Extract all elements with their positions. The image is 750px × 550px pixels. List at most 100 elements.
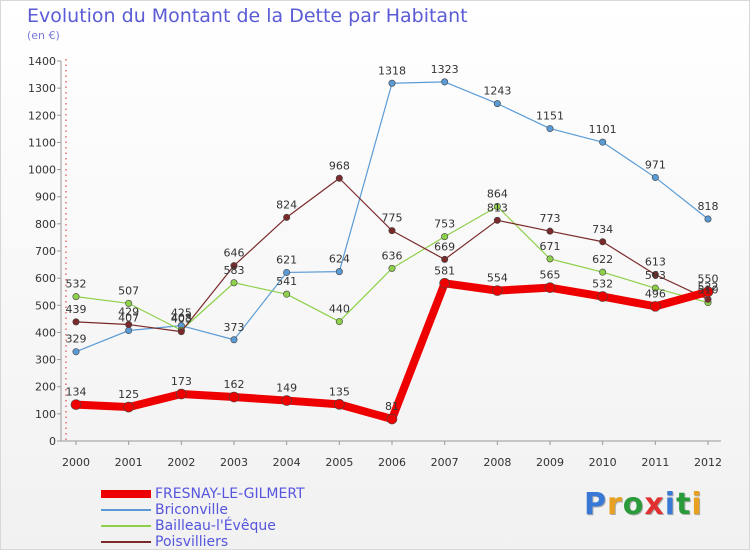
legend-item-poisvilliers: Poisvilliers	[101, 534, 361, 550]
data-point-0	[70, 399, 82, 410]
data-label-2: 583	[224, 264, 245, 277]
y-tick-label: 100	[35, 408, 56, 421]
data-point-0	[123, 401, 134, 413]
legend-swatch-briconville	[101, 509, 151, 511]
data-label-0: 81	[385, 400, 399, 413]
data-label-0: 162	[224, 378, 245, 391]
x-tick-label: 2007	[431, 456, 459, 469]
data-point-3	[546, 227, 554, 235]
data-label-3: 646	[224, 247, 245, 260]
x-tick-label: 2011	[641, 456, 669, 469]
data-point-2	[72, 293, 80, 301]
x-tick-label: 2001	[115, 456, 143, 469]
data-label-0: 550	[698, 273, 719, 286]
data-label-0: 554	[487, 272, 508, 285]
x-tick-label: 2003	[220, 456, 248, 469]
data-point-0	[702, 286, 714, 298]
data-label-0: 173	[171, 375, 192, 388]
data-point-1	[546, 125, 554, 133]
y-tick-label: 300	[35, 354, 56, 367]
data-point-2	[283, 290, 291, 298]
logo-letter: o	[622, 487, 645, 522]
data-point-1	[441, 78, 449, 86]
data-point-2	[125, 299, 133, 307]
data-label-2: 510	[698, 284, 719, 297]
data-label-1: 1243	[483, 85, 511, 98]
data-point-3	[230, 262, 238, 270]
legend-item-briconville: Briconville	[101, 502, 361, 518]
data-point-2	[599, 268, 607, 276]
legend-item-fresnay: FRESNAY-LE-GILMERT	[101, 486, 361, 502]
data-label-1: 1101	[589, 123, 617, 136]
data-label-1: 329	[66, 333, 87, 346]
data-point-1	[283, 268, 291, 276]
legend-swatch-poisvilliers	[101, 541, 151, 543]
data-point-0	[176, 388, 187, 400]
y-tick-label: 1400	[28, 55, 56, 68]
data-point-2	[388, 264, 396, 272]
data-point-3	[283, 213, 291, 221]
logo-letter: x	[644, 487, 665, 522]
y-tick-label: 700	[35, 245, 56, 258]
data-point-1	[388, 79, 396, 87]
y-tick-label: 600	[35, 272, 56, 285]
x-tick-label: 2010	[589, 456, 617, 469]
data-label-2: 622	[592, 253, 613, 266]
data-label-1: 818	[698, 200, 719, 213]
proxiti-logo: Proxiti	[584, 487, 703, 522]
x-tick-label: 2005	[325, 456, 353, 469]
data-point-0	[492, 285, 503, 296]
data-point-1	[72, 348, 80, 356]
data-point-1	[335, 268, 343, 276]
data-label-2: 440	[329, 303, 350, 316]
data-label-1: 971	[645, 158, 666, 171]
y-tick-label: 800	[35, 218, 56, 231]
data-label-2: 636	[382, 249, 403, 262]
data-label-1: 373	[224, 321, 245, 334]
data-point-3	[335, 174, 343, 182]
data-point-3	[493, 216, 501, 224]
data-point-2	[441, 233, 449, 241]
y-tick-label: 900	[35, 191, 56, 204]
x-tick-label: 2006	[378, 456, 406, 469]
y-tick-label: 400	[35, 326, 56, 339]
chart-subtitle: (en €)	[27, 29, 60, 42]
data-label-3: 439	[66, 303, 87, 316]
data-label-3: 403	[171, 313, 192, 326]
x-tick-label: 2000	[62, 456, 90, 469]
data-label-0: 581	[434, 264, 455, 277]
data-point-1	[651, 173, 659, 181]
legend-label-poisvilliers: Poisvilliers	[155, 534, 229, 550]
data-point-3	[72, 318, 80, 326]
legend-label-briconville: Briconville	[155, 502, 228, 518]
data-point-0	[597, 291, 608, 302]
legend-item-bailleau: Bailleau-l'Évêque	[101, 518, 361, 534]
data-point-0	[228, 391, 240, 403]
logo-letter: t	[676, 487, 692, 522]
data-point-0	[386, 413, 398, 425]
data-label-2: 563	[645, 269, 666, 282]
logo-letter: i	[691, 487, 703, 522]
data-label-3: 522	[698, 280, 719, 293]
data-label-3: 669	[434, 240, 455, 253]
data-point-3	[441, 255, 449, 263]
data-point-3	[704, 295, 712, 303]
data-label-1: 425	[171, 307, 192, 320]
data-point-2	[335, 318, 343, 326]
data-label-1: 1318	[378, 64, 406, 77]
chart-title: Evolution du Montant de la Dette par Hab…	[27, 5, 468, 27]
legend-swatch-fresnay	[101, 490, 151, 498]
x-tick-label: 2012	[694, 456, 722, 469]
data-label-2: 753	[434, 218, 455, 231]
data-label-0: 532	[592, 278, 613, 291]
data-label-2: 532	[66, 278, 87, 291]
logo-letter: r	[607, 487, 623, 522]
data-label-1: 621	[276, 253, 297, 266]
x-tick-label: 2002	[167, 456, 195, 469]
data-point-3	[388, 227, 396, 235]
data-point-2	[230, 279, 238, 287]
data-point-3	[599, 238, 607, 246]
y-tick-label: 1000	[28, 164, 56, 177]
data-label-2: 671	[540, 240, 561, 253]
